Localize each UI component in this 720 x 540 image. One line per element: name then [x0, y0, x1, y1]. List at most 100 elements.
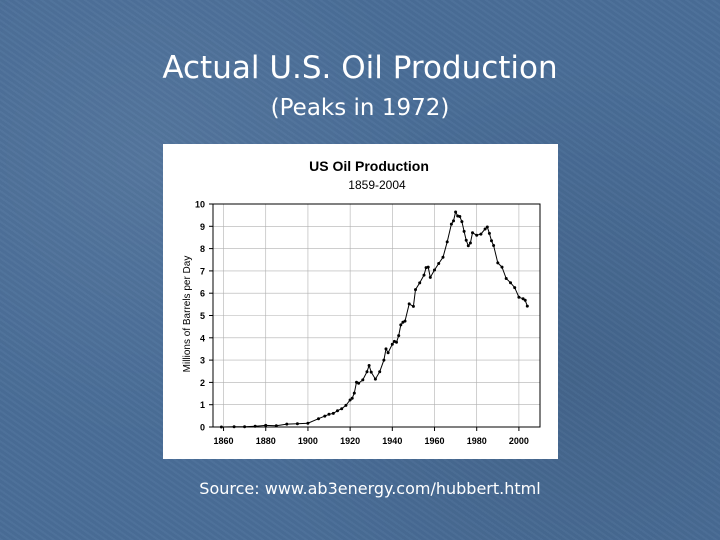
data-point	[274, 424, 278, 428]
data-point	[513, 286, 517, 290]
data-point	[295, 422, 299, 426]
y-tick-label: 5	[200, 311, 205, 321]
data-point	[411, 304, 415, 308]
y-tick-label: 7	[200, 266, 205, 276]
data-point	[219, 425, 223, 429]
y-tick-label: 4	[200, 333, 205, 343]
data-point	[426, 265, 430, 269]
axis-ticks	[209, 203, 520, 431]
series-layer	[219, 210, 529, 429]
data-point	[454, 210, 458, 214]
data-point	[336, 409, 339, 413]
data-point	[407, 302, 411, 306]
data-point	[306, 421, 310, 425]
y-tick-labels: 0 1 2 3 4 5 6 7 8 9 10	[195, 200, 205, 433]
data-point	[418, 281, 422, 285]
data-point	[525, 304, 529, 308]
data-point	[340, 407, 344, 411]
data-point	[479, 232, 483, 236]
data-point	[475, 233, 479, 237]
x-tick-labels: 1860 1880 1900 1920 1940 1960 1980 2000	[214, 436, 529, 446]
data-point	[264, 423, 268, 427]
data-point	[466, 244, 470, 248]
data-point	[369, 370, 373, 374]
data-point	[232, 425, 236, 429]
x-tick-label: 1900	[298, 436, 318, 446]
data-point	[327, 412, 331, 416]
data-point	[414, 288, 417, 292]
y-axis-label: Millions of Barrels per Day	[182, 256, 193, 373]
data-point	[452, 219, 455, 223]
data-point	[331, 411, 335, 415]
x-tick-label: 1920	[340, 436, 360, 446]
gridlines	[213, 204, 540, 427]
data-point	[460, 220, 464, 224]
data-point	[323, 414, 327, 418]
x-tick-label: 1880	[256, 436, 276, 446]
data-point	[367, 364, 371, 367]
data-point	[422, 273, 426, 277]
data-point	[509, 281, 512, 285]
y-tick-label: 6	[200, 289, 205, 299]
data-point	[458, 215, 462, 218]
x-tick-label: 1860	[214, 436, 234, 446]
data-point	[285, 422, 289, 426]
data-point	[397, 334, 401, 338]
y-tick-label: 2	[200, 378, 205, 388]
data-point	[344, 403, 348, 407]
y-tick-label: 9	[200, 222, 205, 232]
slide-title: Actual U.S. Oil Production	[162, 50, 558, 86]
source-citation: Source: www.ab3energy.com/hubbert.html	[199, 479, 541, 498]
data-point	[521, 297, 525, 301]
data-point	[317, 417, 320, 421]
data-point	[464, 238, 468, 242]
data-point	[471, 231, 474, 235]
data-point	[378, 370, 382, 374]
data-point	[428, 275, 432, 279]
data-point	[500, 265, 504, 269]
data-point	[373, 377, 377, 381]
data-point	[365, 370, 369, 374]
chart-background	[163, 144, 558, 459]
data-point	[253, 424, 257, 428]
data-point	[352, 391, 356, 395]
data-point	[492, 244, 496, 247]
data-point	[390, 342, 394, 346]
data-point	[384, 347, 388, 351]
x-tick-label: 1940	[382, 436, 402, 446]
data-point	[517, 295, 521, 299]
x-tick-label: 1960	[425, 436, 445, 446]
data-point	[468, 241, 472, 245]
data-point	[449, 222, 453, 226]
y-tick-label: 3	[200, 356, 205, 366]
chart-title: US Oil Production	[309, 158, 429, 174]
data-point	[399, 323, 403, 327]
data-point	[504, 277, 508, 280]
data-point	[403, 319, 407, 323]
data-point	[437, 262, 441, 265]
data-point	[490, 239, 493, 243]
data-point	[382, 358, 386, 362]
data-point	[350, 396, 354, 400]
data-point	[445, 240, 449, 244]
data-point	[487, 231, 491, 235]
oil-production-chart: US Oil Production 1859-2004 Millions of …	[163, 144, 558, 459]
data-point	[433, 268, 436, 272]
data-point	[523, 298, 527, 302]
x-tick-label: 2000	[509, 436, 529, 446]
slide-subtitle: (Peaks in 1972)	[270, 95, 450, 121]
y-tick-label: 0	[200, 423, 205, 433]
data-point	[243, 425, 247, 429]
data-point	[395, 340, 398, 344]
data-point	[483, 227, 487, 231]
data-point	[361, 378, 365, 382]
x-tick-label: 1980	[467, 436, 487, 446]
y-tick-label: 10	[195, 200, 205, 210]
data-point	[496, 261, 500, 265]
y-tick-label: 8	[200, 244, 205, 254]
data-point	[441, 255, 445, 259]
data-point	[386, 351, 390, 355]
chart-panel: US Oil Production 1859-2004 Millions of …	[163, 144, 558, 459]
y-tick-label: 1	[200, 400, 205, 410]
data-point	[357, 381, 361, 385]
